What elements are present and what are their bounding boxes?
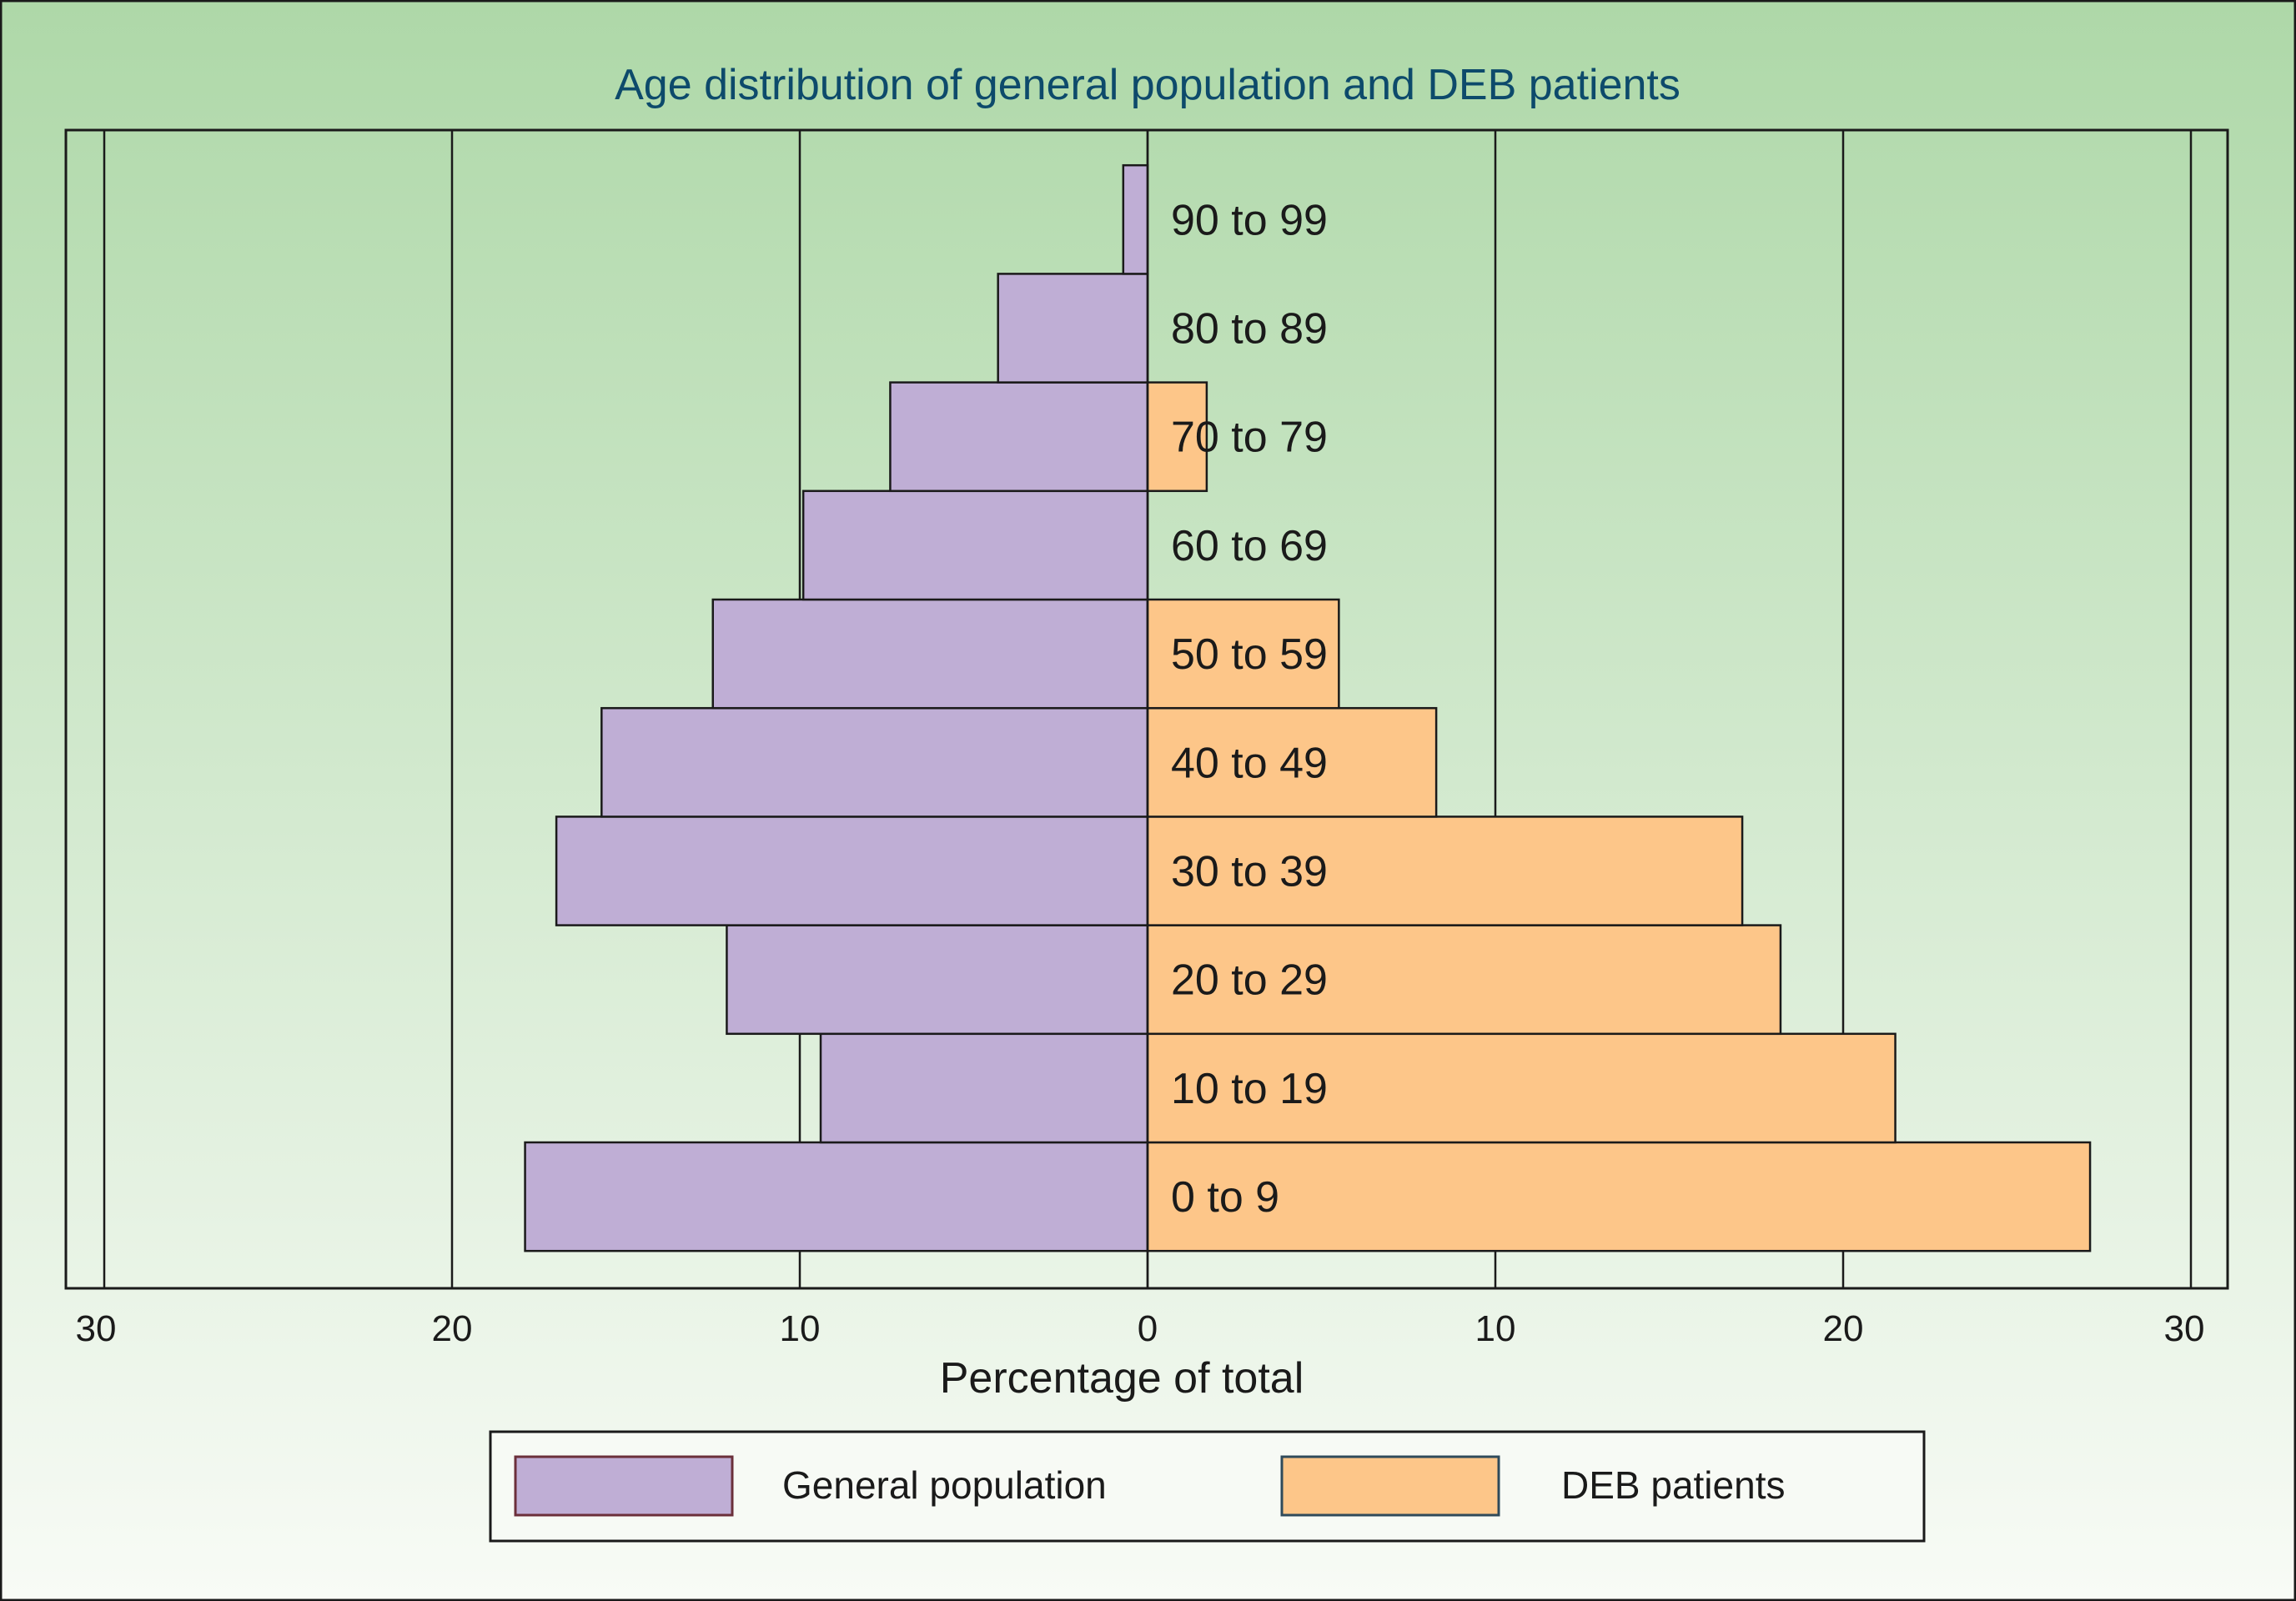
category-labels: 0 to 9 10 to 19 20 to 29 30 to 39 40 to 49 50… — [1171, 196, 1328, 1222]
legend-box — [489, 1430, 1926, 1543]
bars — [524, 130, 2092, 1288]
category-label-90-to-99: 90 to 99 — [1171, 196, 1328, 244]
bar-deb-patients-10-to-19 — [1146, 1032, 1897, 1144]
bar-deb-patients-20-to-29 — [1146, 924, 1782, 1036]
category-label-70-to-79: 70 to 79 — [1171, 414, 1328, 462]
category-label-30-to-39: 30 to 39 — [1171, 848, 1328, 896]
legend-swatch-deb-patients — [1280, 1455, 1500, 1517]
x-tick-label: 20 — [1823, 1308, 1864, 1349]
bar-deb-patients-40-to-49 — [1146, 706, 1438, 818]
bar-general-population-60-to-69 — [801, 489, 1149, 601]
category-label-20-to-29: 20 to 29 — [1171, 956, 1328, 1005]
x-tick-label: 10 — [780, 1308, 821, 1349]
x-tick-label: 30 — [76, 1308, 117, 1349]
category-label-60-to-69: 60 to 69 — [1171, 522, 1328, 570]
bar-deb-patients-50-to-59 — [1146, 598, 1340, 710]
bar-general-population-20-to-29 — [726, 924, 1149, 1036]
category-label-80-to-89: 80 to 89 — [1171, 305, 1328, 354]
legend-label-general-population: General population — [782, 1463, 1107, 1507]
bar-general-population-80-to-89 — [997, 273, 1149, 384]
bar-deb-patients-70-to-79 — [1146, 381, 1208, 493]
category-label-0-to-9: 0 to 9 — [1171, 1173, 1279, 1222]
category-label-50-to-59: 50 to 59 — [1171, 630, 1328, 679]
x-tick-label: 0 — [1138, 1308, 1158, 1349]
bar-deb-patients-0-to-9 — [1146, 1141, 2092, 1252]
category-label-10-to-19: 10 to 19 — [1171, 1065, 1328, 1113]
x-tick-label: 10 — [1475, 1308, 1516, 1349]
legend-swatch-general-population — [514, 1455, 734, 1517]
bar-general-population-90-to-99 — [1122, 163, 1149, 275]
x-axis-tick-labels: 30 20 10 0 10 20 30 — [76, 1308, 2205, 1349]
chart-title: Age distribution of general population a… — [615, 61, 1681, 109]
bar-deb-patients-30-to-39 — [1146, 816, 1744, 926]
bar-general-population-0-to-9 — [524, 1141, 1149, 1252]
legend: General population DEB patients — [489, 1430, 1926, 1543]
x-tick-label: 20 — [432, 1308, 473, 1349]
bar-general-population-10-to-19 — [819, 1032, 1149, 1144]
legend-label-deb-patients: DEB patients — [1561, 1463, 1785, 1507]
bar-general-population-40-to-49 — [600, 706, 1149, 818]
bar-general-population-70-to-79 — [889, 381, 1149, 493]
category-label-40-to-49: 40 to 49 — [1171, 739, 1328, 787]
x-axis-label: Percentage of total — [940, 1354, 1304, 1403]
x-tick-label: 30 — [2164, 1308, 2205, 1349]
plot-frame — [64, 128, 2229, 1290]
bar-general-population-50-to-59 — [711, 598, 1149, 710]
bar-general-population-30-to-39 — [555, 816, 1149, 926]
